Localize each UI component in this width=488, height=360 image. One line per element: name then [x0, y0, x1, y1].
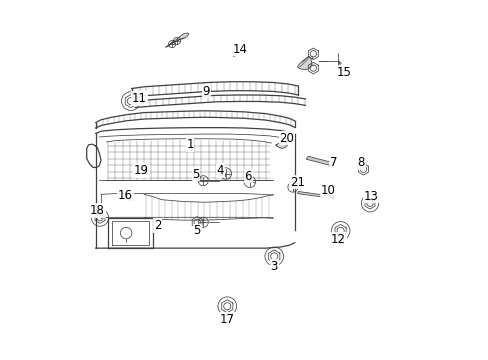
Polygon shape: [297, 192, 334, 198]
Text: 16: 16: [118, 189, 133, 202]
Text: 7: 7: [329, 156, 337, 169]
Polygon shape: [305, 156, 333, 166]
Text: 18: 18: [90, 204, 105, 217]
Text: 20: 20: [279, 131, 294, 145]
Text: 12: 12: [330, 233, 345, 246]
Polygon shape: [276, 142, 287, 148]
Text: 10: 10: [320, 184, 334, 197]
Text: 9: 9: [202, 85, 209, 98]
Text: 1: 1: [186, 138, 193, 151]
Text: 8: 8: [357, 156, 365, 169]
Text: 19: 19: [134, 164, 149, 177]
Text: 11: 11: [132, 92, 146, 105]
Polygon shape: [165, 33, 188, 47]
Text: 15: 15: [336, 66, 351, 79]
Text: 5: 5: [192, 168, 200, 181]
Text: 17: 17: [220, 312, 235, 326]
Polygon shape: [297, 56, 311, 69]
Text: 2: 2: [154, 219, 161, 232]
Text: 21: 21: [289, 176, 305, 189]
Text: 13: 13: [363, 190, 377, 203]
Text: 5: 5: [193, 224, 201, 238]
Text: 4: 4: [216, 164, 224, 177]
Text: 14: 14: [232, 42, 247, 55]
Text: 6: 6: [244, 170, 251, 183]
Text: 3: 3: [270, 260, 277, 273]
